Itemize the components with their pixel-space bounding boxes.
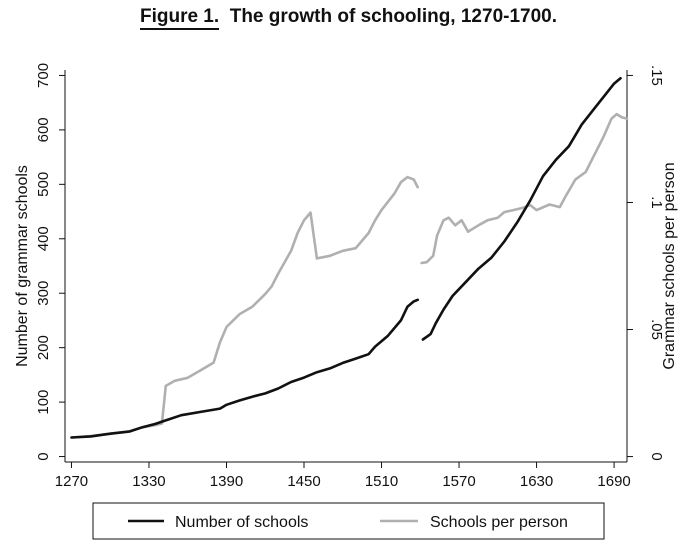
series-schools-per-person-segment-1 [70,175,420,439]
y-right-tick-label: .1 [648,196,665,209]
legend-box [92,502,605,540]
series-number-of-schools-segment-2 [421,76,622,341]
x-tick-label: 1270 [55,473,88,490]
y-right-axis-title: Grammar schools per person [661,162,678,369]
y-left-tick-label: 600 [35,117,52,142]
y-left-tick-label: 200 [35,335,52,360]
series-number-of-schools-segment-1 [70,298,420,439]
y-right-tick-label: .05 [648,319,665,340]
x-tick-label: 1570 [442,473,475,490]
x-tick-label: 1450 [287,473,320,490]
y-left-tick-label: 500 [35,172,52,197]
y-right-tick-label: .15 [648,65,665,86]
x-tick-label: 1510 [365,473,398,490]
figure-caption: The growth of schooling, 1270-1700. [229,6,558,27]
y-left-tick-label: 400 [35,226,52,251]
x-tick-label: 1690 [597,473,630,490]
x-tick-label: 1630 [520,473,553,490]
legend-label-schools: Number of schools [175,514,308,531]
x-tick-label: 1390 [210,473,243,490]
axes: 1270 1330 1390 1450 1510 1570 1630 1690 0 100 200 3… [14,63,678,490]
plot-area [70,76,629,439]
series-schools-per-person-segment-2 [420,112,629,265]
figure-title: Figure 1. The growth of schooling, 1270-… [0,6,697,30]
legend-label-per-person: Schools per person [430,514,568,531]
y-left-axis-title: Number of grammar schools [14,165,31,367]
y-left-tick-label: 700 [35,63,52,88]
figure-label: Figure 1. [139,6,220,30]
y-left-tick-label: 100 [35,390,52,415]
y-left-tick-label: 0 [35,452,52,460]
y-right-tick-label: 0 [648,452,665,460]
x-tick-label: 1330 [132,473,165,490]
y-left-tick-label: 300 [35,281,52,306]
